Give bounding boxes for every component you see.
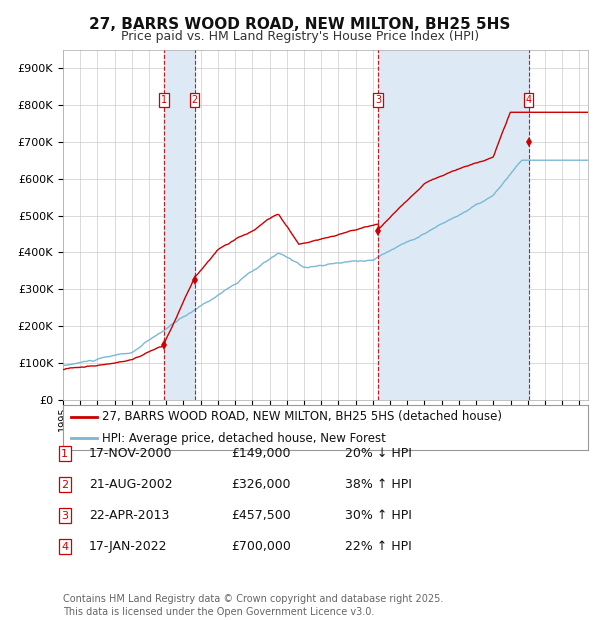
Text: HPI: Average price, detached house, New Forest: HPI: Average price, detached house, New … [103,432,386,445]
Text: 20% ↓ HPI: 20% ↓ HPI [345,448,412,460]
Text: 30% ↑ HPI: 30% ↑ HPI [345,510,412,522]
Text: 27, BARRS WOOD ROAD, NEW MILTON, BH25 5HS (detached house): 27, BARRS WOOD ROAD, NEW MILTON, BH25 5H… [103,410,502,423]
Text: Contains HM Land Registry data © Crown copyright and database right 2025.
This d: Contains HM Land Registry data © Crown c… [63,594,443,617]
Text: £149,000: £149,000 [231,448,290,460]
Text: £326,000: £326,000 [231,479,290,491]
Text: £457,500: £457,500 [231,510,291,522]
Text: 4: 4 [526,95,532,105]
Text: Price paid vs. HM Land Registry's House Price Index (HPI): Price paid vs. HM Land Registry's House … [121,30,479,43]
Text: 17-NOV-2000: 17-NOV-2000 [89,448,172,460]
Text: 17-JAN-2022: 17-JAN-2022 [89,541,167,553]
Text: 3: 3 [375,95,381,105]
Text: 1: 1 [61,449,68,459]
Bar [378,50,529,400]
Text: 27, BARRS WOOD ROAD, NEW MILTON, BH25 5HS: 27, BARRS WOOD ROAD, NEW MILTON, BH25 5H… [89,17,511,32]
Text: 38% ↑ HPI: 38% ↑ HPI [345,479,412,491]
Text: 3: 3 [61,511,68,521]
Text: 4: 4 [61,542,68,552]
Text: 22-APR-2013: 22-APR-2013 [89,510,169,522]
Text: 1: 1 [161,95,167,105]
Bar [164,50,194,400]
Text: 22% ↑ HPI: 22% ↑ HPI [345,541,412,553]
Text: 21-AUG-2002: 21-AUG-2002 [89,479,172,491]
Text: 2: 2 [191,95,197,105]
Text: 2: 2 [61,480,68,490]
Text: £700,000: £700,000 [231,541,291,553]
